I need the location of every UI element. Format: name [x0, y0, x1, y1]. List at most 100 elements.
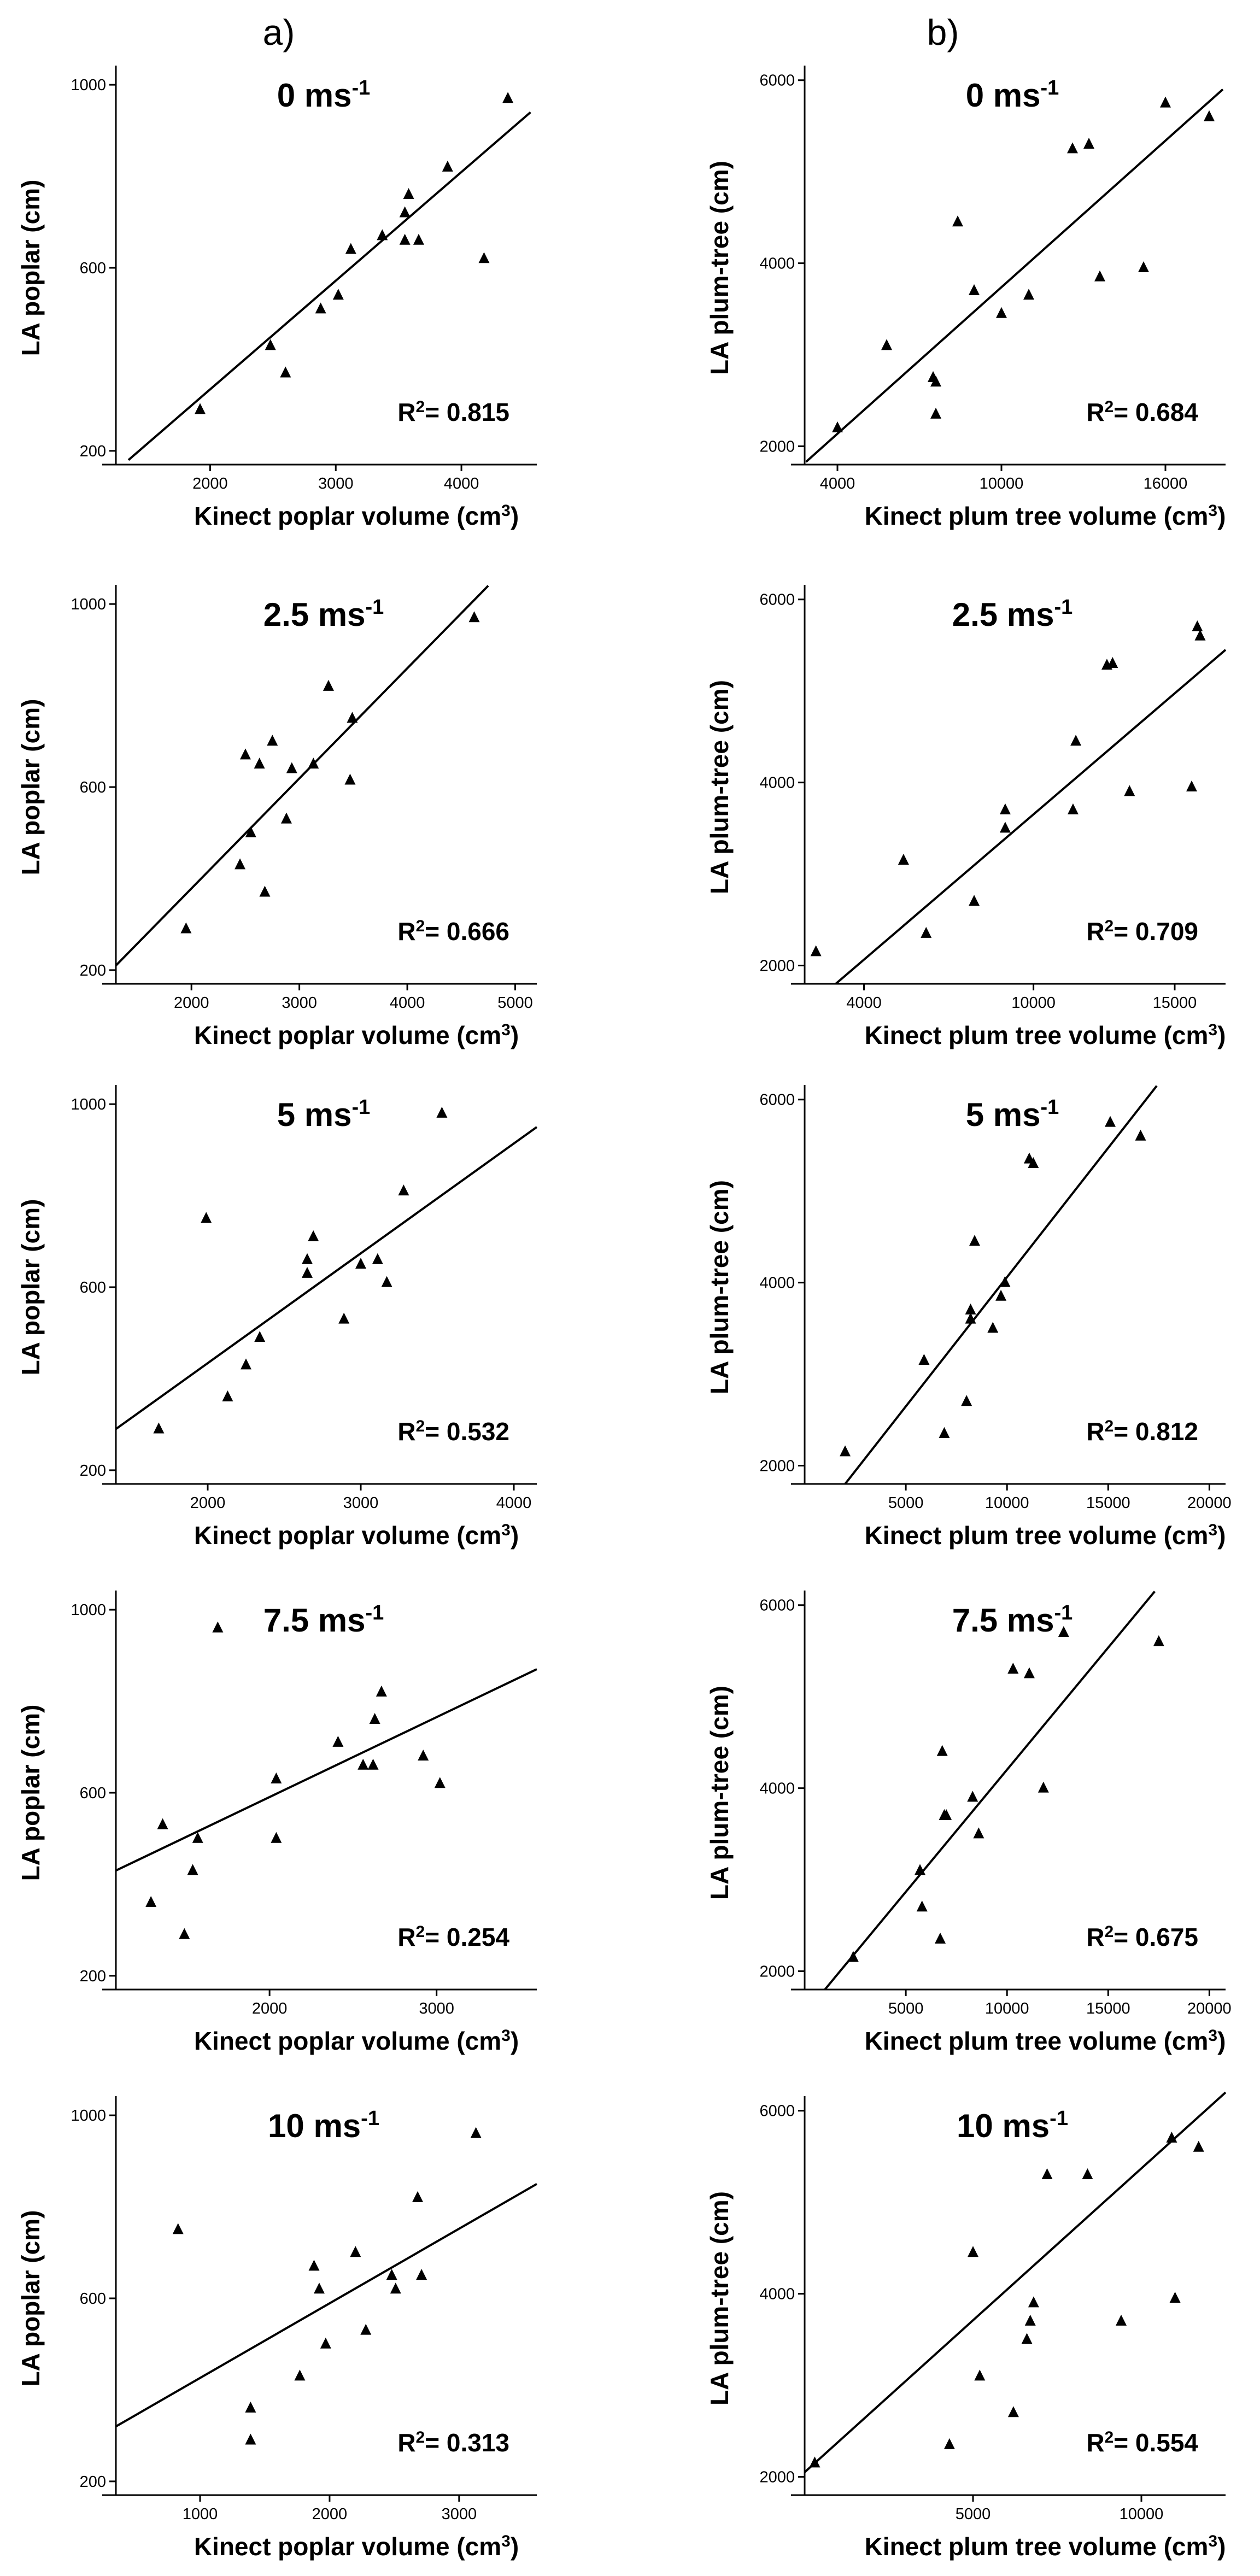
text-part: Kinect plum tree volume (cm	[865, 1521, 1209, 1550]
y-axis-label: LA poplar (cm)	[16, 1705, 45, 1881]
x-tick-label: 2000	[190, 1494, 226, 1512]
x-axis-label: Kinect plum tree volume (cm3)	[865, 1021, 1226, 1049]
data-point	[418, 1750, 429, 1761]
data-point	[436, 1106, 448, 1118]
text-part: R	[397, 398, 415, 426]
x-axis-label: Kinect plum tree volume (cm3)	[865, 2027, 1226, 2055]
data-point	[969, 895, 980, 906]
text-part: 10 ms	[268, 2108, 361, 2144]
text-part: )	[1217, 1021, 1226, 1049]
regression-line	[115, 1668, 537, 1872]
y-axis-label: LA plum-tree (cm)	[705, 1686, 734, 1900]
data-point	[239, 748, 251, 760]
data-point	[1124, 785, 1135, 796]
data-point	[470, 2127, 482, 2138]
data-point	[995, 1289, 1007, 1301]
data-point	[1070, 735, 1082, 746]
data-point	[192, 1832, 203, 1843]
data-point	[153, 1422, 165, 1434]
text-part: 3	[501, 1021, 511, 1039]
text-part: 2	[416, 2428, 425, 2446]
scatter-panel-6: 200 600 1000 2000 3000 7.5 ms-1 R2= 0.254 Kinec…	[16, 1591, 537, 2055]
x-tick-label: 10000	[985, 2000, 1029, 2017]
data-point	[809, 2456, 821, 2468]
panel-title: 2.5 ms-1	[263, 596, 384, 633]
text-part: )	[511, 2027, 519, 2055]
scatter-panel-9: 2000 4000 6000 5000 10000 10 ms-1 R2= 0.554 Kin…	[705, 2091, 1227, 2561]
x-tick-label: 3000	[318, 475, 354, 492]
data-point	[999, 1276, 1011, 1287]
data-point	[1116, 2314, 1127, 2326]
x-tick-label: 3000	[282, 994, 317, 1012]
data-point	[367, 1758, 379, 1770]
x-axis-label: Kinect poplar volume (cm3)	[194, 1021, 519, 1049]
text-part: R	[397, 917, 415, 946]
data-point	[360, 2323, 372, 2335]
text-part: = 0.684	[1114, 398, 1198, 426]
x-tick-label: 16000	[1144, 475, 1188, 492]
text-part: -1	[366, 1601, 384, 1624]
data-point	[921, 926, 932, 938]
y-tick-label: 600	[80, 260, 106, 277]
text-part: 3	[501, 1521, 511, 1539]
x-axis-label: Kinect plum tree volume (cm3)	[865, 502, 1226, 530]
panel-title: 7.5 ms-1	[952, 1601, 1073, 1639]
data-point	[442, 160, 453, 172]
panel-title: 7.5 ms-1	[263, 1601, 384, 1639]
data-point	[832, 421, 843, 433]
r-squared-label: R2= 0.815	[397, 398, 509, 426]
y-tick-label: 600	[80, 1785, 106, 1802]
data-point	[280, 812, 292, 824]
data-point	[434, 1777, 446, 1788]
data-point	[332, 1735, 344, 1747]
text-part: R	[397, 1417, 415, 1446]
text-part: 3	[501, 2027, 511, 2045]
text-part: -1	[1040, 77, 1059, 99]
x-tick-label: 15000	[1086, 1494, 1130, 1512]
r-squared-label: R2= 0.554	[1086, 2428, 1198, 2457]
panel-title: 10 ms-1	[268, 2107, 379, 2144]
data-point	[1166, 2131, 1177, 2143]
data-point	[323, 679, 334, 691]
text-part: -1	[1040, 1096, 1059, 1119]
text-part: Kinect plum tree volume (cm	[865, 502, 1209, 530]
text-part: R	[1086, 1923, 1104, 1951]
y-tick-label: 1000	[71, 1096, 106, 1113]
data-point	[1135, 1129, 1146, 1141]
data-point	[390, 2282, 401, 2294]
x-tick-label: 5000	[497, 994, 533, 1012]
data-point	[1107, 656, 1118, 668]
data-point	[840, 1445, 851, 1457]
data-point	[350, 2246, 361, 2257]
data-point	[398, 1184, 409, 1196]
y-tick-label: 6000	[759, 1092, 795, 1109]
y-tick-label: 4000	[759, 1275, 795, 1292]
text-part: -1	[361, 2107, 379, 2130]
data-point	[1083, 137, 1094, 149]
text-part: R	[1086, 917, 1104, 946]
regression-line	[835, 649, 1227, 985]
text-part: = 0.666	[425, 917, 509, 946]
x-tick-label: 10000	[1011, 994, 1056, 1012]
data-point	[372, 1253, 383, 1264]
text-part: -1	[1054, 1601, 1073, 1624]
column-label-b: b)	[927, 12, 959, 52]
x-axis-label: Kinect plum tree volume (cm3)	[865, 2532, 1226, 2561]
x-tick-label: 2000	[192, 475, 228, 492]
data-point	[936, 1745, 948, 1756]
text-part: 0 ms	[966, 77, 1041, 114]
text-part: = 0.532	[425, 1417, 509, 1446]
data-point	[187, 1864, 198, 1875]
text-part: = 0.554	[1114, 2428, 1198, 2457]
text-part: Kinect poplar volume (cm	[194, 1521, 501, 1550]
text-part: -1	[366, 596, 384, 619]
y-tick-label: 6000	[759, 591, 795, 609]
text-part: 2	[1105, 1417, 1114, 1435]
y-tick-label: 2000	[759, 958, 795, 975]
data-point	[399, 233, 411, 245]
text-part: )	[511, 1021, 519, 1049]
data-point	[969, 1235, 980, 1246]
data-point	[413, 233, 424, 245]
text-part: -1	[1054, 596, 1073, 619]
text-part: 2	[416, 398, 425, 416]
